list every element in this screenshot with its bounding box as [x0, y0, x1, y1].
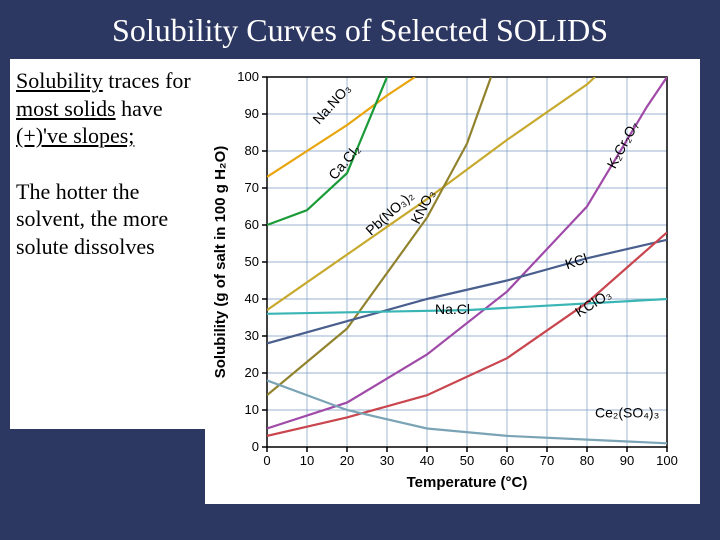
svg-text:0: 0 — [252, 439, 259, 454]
svg-text:20: 20 — [245, 365, 259, 380]
chart-column: 0 10 20 30 40 50 60 70 80 90 100 0 10 20 30 40 50 60 70 80 9… — [205, 59, 700, 504]
svg-text:30: 30 — [380, 453, 394, 468]
svg-text:50: 50 — [245, 254, 259, 269]
p1-word2: traces for — [103, 68, 191, 93]
svg-text:70: 70 — [540, 453, 554, 468]
svg-text:20: 20 — [340, 453, 354, 468]
svg-text:30: 30 — [245, 328, 259, 343]
svg-text:Na.Cl: Na.Cl — [435, 301, 470, 317]
svg-text:100: 100 — [656, 453, 678, 468]
page-title: Solubility Curves of Selected SOLIDS — [0, 0, 720, 59]
svg-text:40: 40 — [420, 453, 434, 468]
chart-svg: 0 10 20 30 40 50 60 70 80 90 100 0 10 20 30 40 50 60 70 80 9… — [205, 67, 700, 512]
svg-text:80: 80 — [580, 453, 594, 468]
svg-text:40: 40 — [245, 291, 259, 306]
p1-word3: most solids — [16, 96, 116, 121]
svg-text:K₂Cr₂O₇: K₂Cr₂O₇ — [604, 118, 642, 170]
svg-text:60: 60 — [500, 453, 514, 468]
svg-text:90: 90 — [245, 106, 259, 121]
svg-text:70: 70 — [245, 180, 259, 195]
svg-text:Solubility (g of salt in 100 g: Solubility (g of salt in 100 g H₂O) — [212, 146, 229, 379]
svg-text:Temperature (°C): Temperature (°C) — [407, 474, 528, 491]
p1-word4: have — [116, 96, 163, 121]
svg-text:50: 50 — [460, 453, 474, 468]
svg-text:90: 90 — [620, 453, 634, 468]
solubility-chart: 0 10 20 30 40 50 60 70 80 90 100 0 10 20 30 40 50 60 70 80 9… — [205, 67, 692, 504]
svg-text:KCl: KCl — [563, 250, 589, 272]
content-area: Solubility traces for most solids have (… — [0, 59, 720, 504]
p1-word5: (+)'ve slopes; — [16, 123, 134, 148]
svg-text:10: 10 — [245, 402, 259, 417]
svg-text:60: 60 — [245, 217, 259, 232]
svg-text:0: 0 — [263, 453, 270, 468]
paragraph-2: The hotter the solvent, the more solute … — [16, 178, 199, 261]
svg-text:100: 100 — [237, 69, 259, 84]
svg-text:10: 10 — [300, 453, 314, 468]
text-column: Solubility traces for most solids have (… — [10, 59, 205, 429]
svg-text:KClO₃: KClO₃ — [572, 286, 614, 320]
svg-text:Ce₂(SO₄)₃: Ce₂(SO₄)₃ — [595, 404, 659, 420]
svg-text:80: 80 — [245, 143, 259, 158]
paragraph-1: Solubility traces for most solids have (… — [16, 67, 199, 150]
p1-word1: Solubility — [16, 68, 103, 93]
